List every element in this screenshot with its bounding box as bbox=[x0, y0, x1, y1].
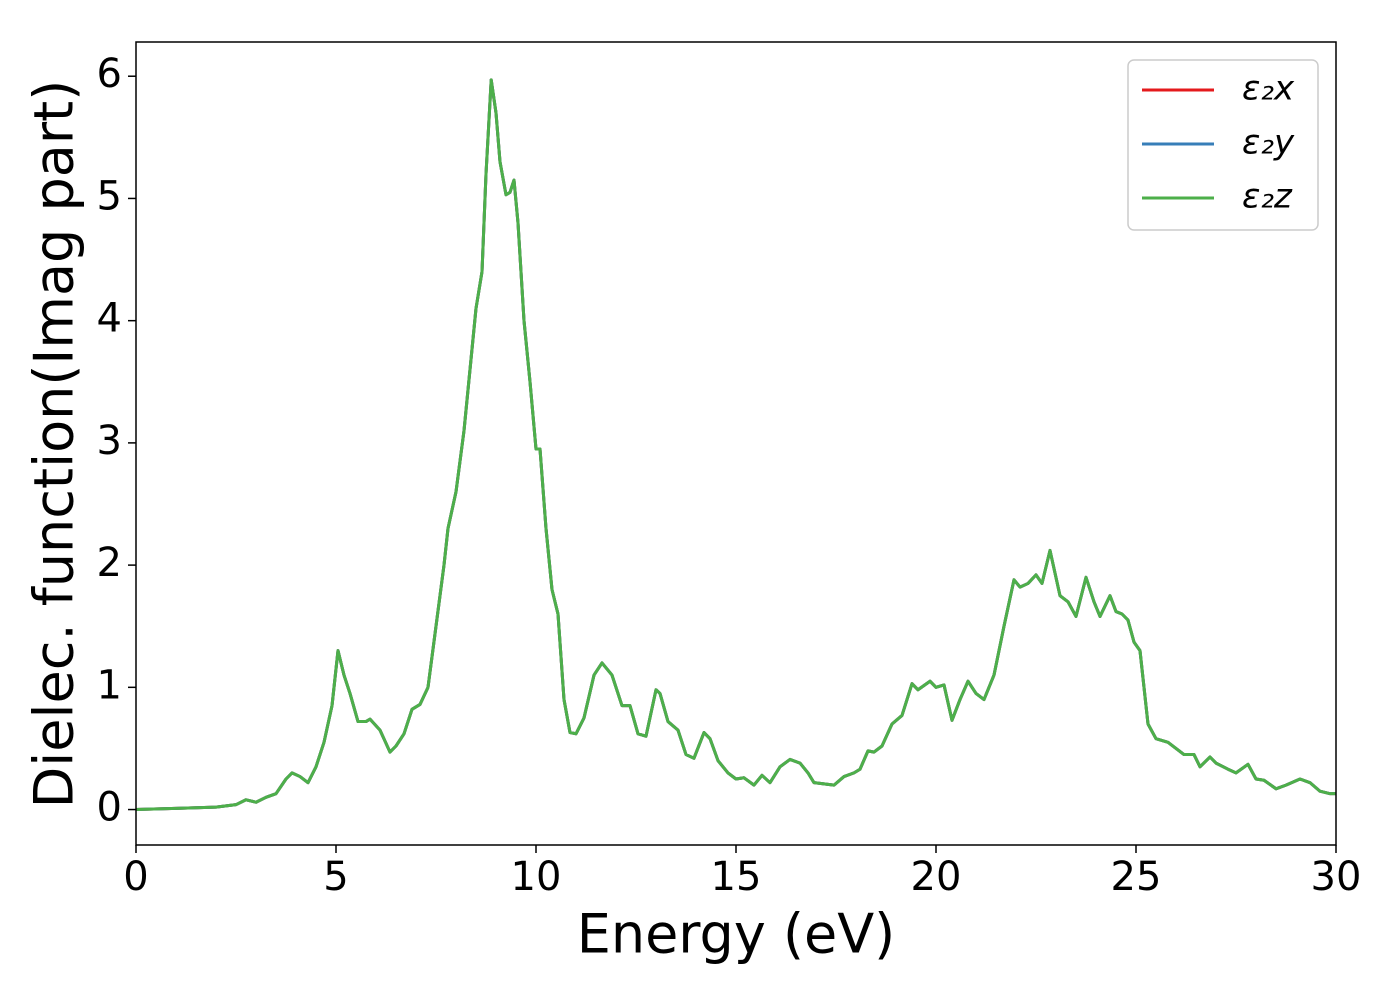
y-tick-label: 5 bbox=[97, 173, 122, 219]
y-tick-label: 3 bbox=[97, 418, 122, 464]
x-tick-label: 0 bbox=[123, 854, 148, 900]
legend-label: ε₂z bbox=[1242, 177, 1293, 217]
y-tick-label: 6 bbox=[97, 51, 122, 97]
legend-box bbox=[1127, 59, 1319, 231]
legend-label: ε₂x bbox=[1242, 69, 1295, 109]
x-tick-label: 30 bbox=[1311, 854, 1362, 900]
y-tick-label: 4 bbox=[97, 296, 122, 342]
y-axis-label: Dielec. function(Imag part) bbox=[23, 80, 86, 809]
x-tick-label: 10 bbox=[511, 854, 562, 900]
legend-label: ε₂y bbox=[1242, 123, 1295, 163]
x-tick-label: 15 bbox=[711, 854, 762, 900]
y-tick-label: 2 bbox=[97, 540, 122, 586]
y-tick-label: 0 bbox=[97, 785, 122, 831]
series-line bbox=[135, 78, 1336, 812]
x-tick-label: 5 bbox=[323, 854, 348, 900]
x-tick-label: 25 bbox=[1111, 854, 1162, 900]
x-tick-label: 20 bbox=[911, 854, 962, 900]
y-tick-label: 1 bbox=[97, 662, 122, 708]
plot-frame bbox=[135, 41, 1337, 846]
x-axis-label: Energy (eV) bbox=[577, 903, 896, 966]
